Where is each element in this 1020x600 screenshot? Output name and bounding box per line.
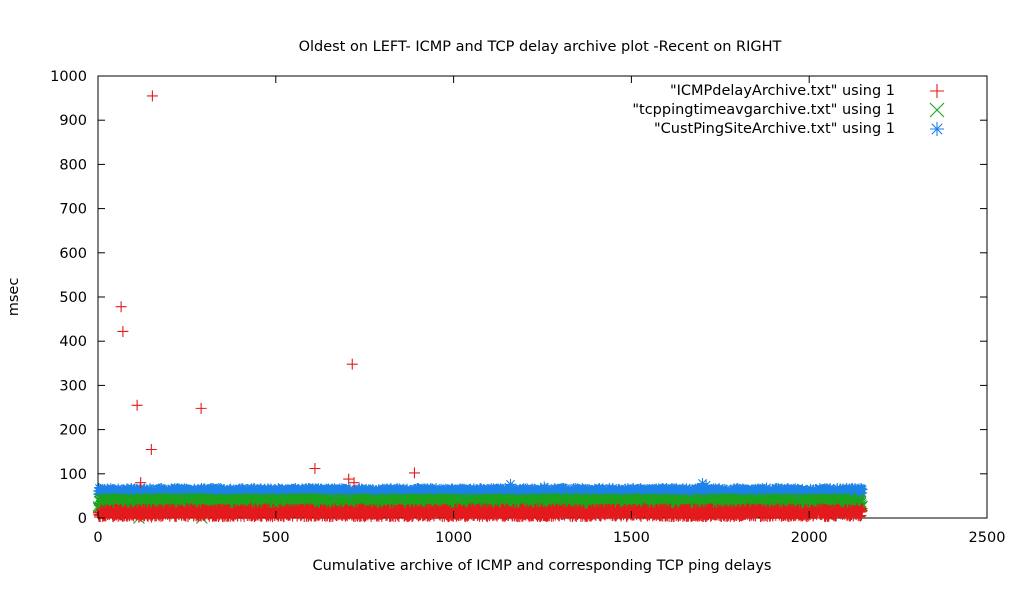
- data-point: [504, 478, 516, 490]
- data-point: [697, 478, 709, 490]
- series-1-points: [93, 90, 868, 523]
- data-point: [420, 483, 431, 494]
- data-point: [700, 479, 712, 491]
- data-marks: [92, 90, 868, 524]
- data-point: [761, 482, 773, 494]
- data-point: [249, 483, 260, 494]
- plot-frame: [97, 75, 988, 519]
- data-point: [857, 484, 868, 495]
- data-point: [225, 483, 236, 494]
- data-point: [538, 481, 550, 493]
- data-point: [277, 483, 288, 494]
